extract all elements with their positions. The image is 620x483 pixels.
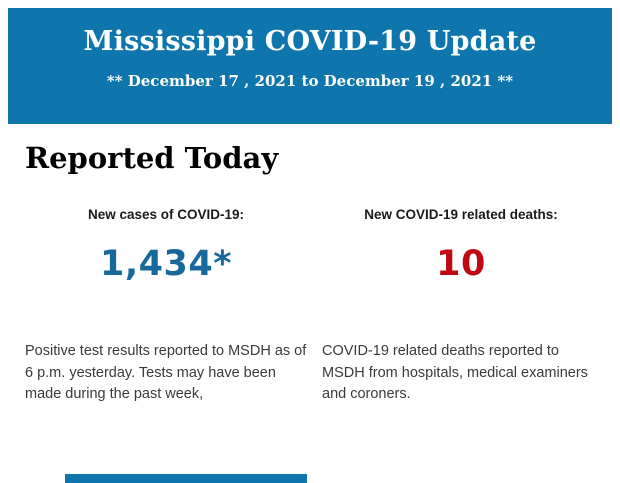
- new-cases-value: 1,434*: [99, 244, 232, 284]
- new-deaths-value: 10: [436, 244, 486, 284]
- header-banner: Mississippi COVID-19 Update ** December …: [8, 8, 612, 124]
- new-deaths-label: New COVID-19 related deaths:: [364, 207, 558, 222]
- new-deaths-description: COVID-19 related deaths reported to MSDH…: [322, 343, 588, 402]
- new-cases-description: Positive test results reported to MSDH a…: [25, 343, 307, 402]
- date-range: ** December 17 , 2021 to December 19 , 2…: [106, 72, 514, 90]
- new-cases-label: New cases of COVID-19:: [87, 207, 245, 222]
- section-heading-reported-today: Reported Today: [25, 141, 279, 175]
- page-title: Mississippi COVID-19 Update: [83, 26, 537, 57]
- next-section-partial-banner: [65, 474, 307, 483]
